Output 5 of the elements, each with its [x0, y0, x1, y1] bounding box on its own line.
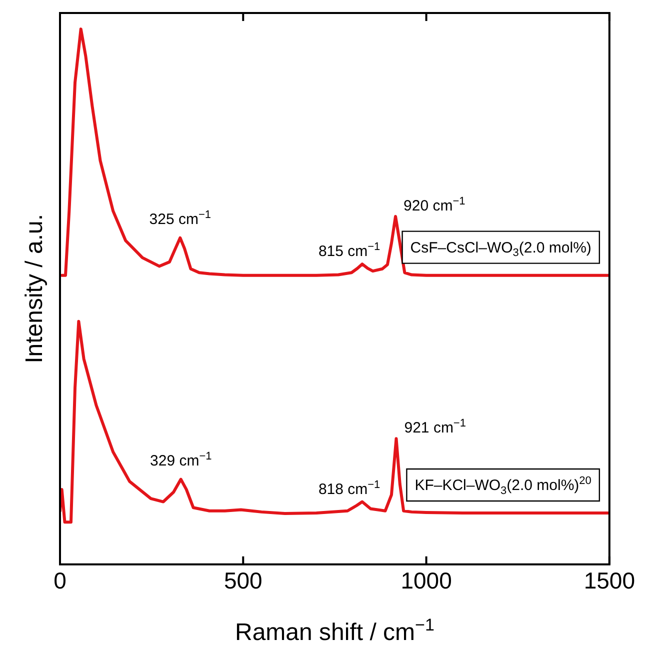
- x-tick-label: 500: [224, 568, 262, 594]
- x-tick-label: 1000: [400, 568, 452, 594]
- x-tick-label: 0: [54, 568, 66, 594]
- y-axis-title: Intensity / a.u.: [21, 214, 48, 364]
- x-tick-label: 1500: [584, 568, 636, 594]
